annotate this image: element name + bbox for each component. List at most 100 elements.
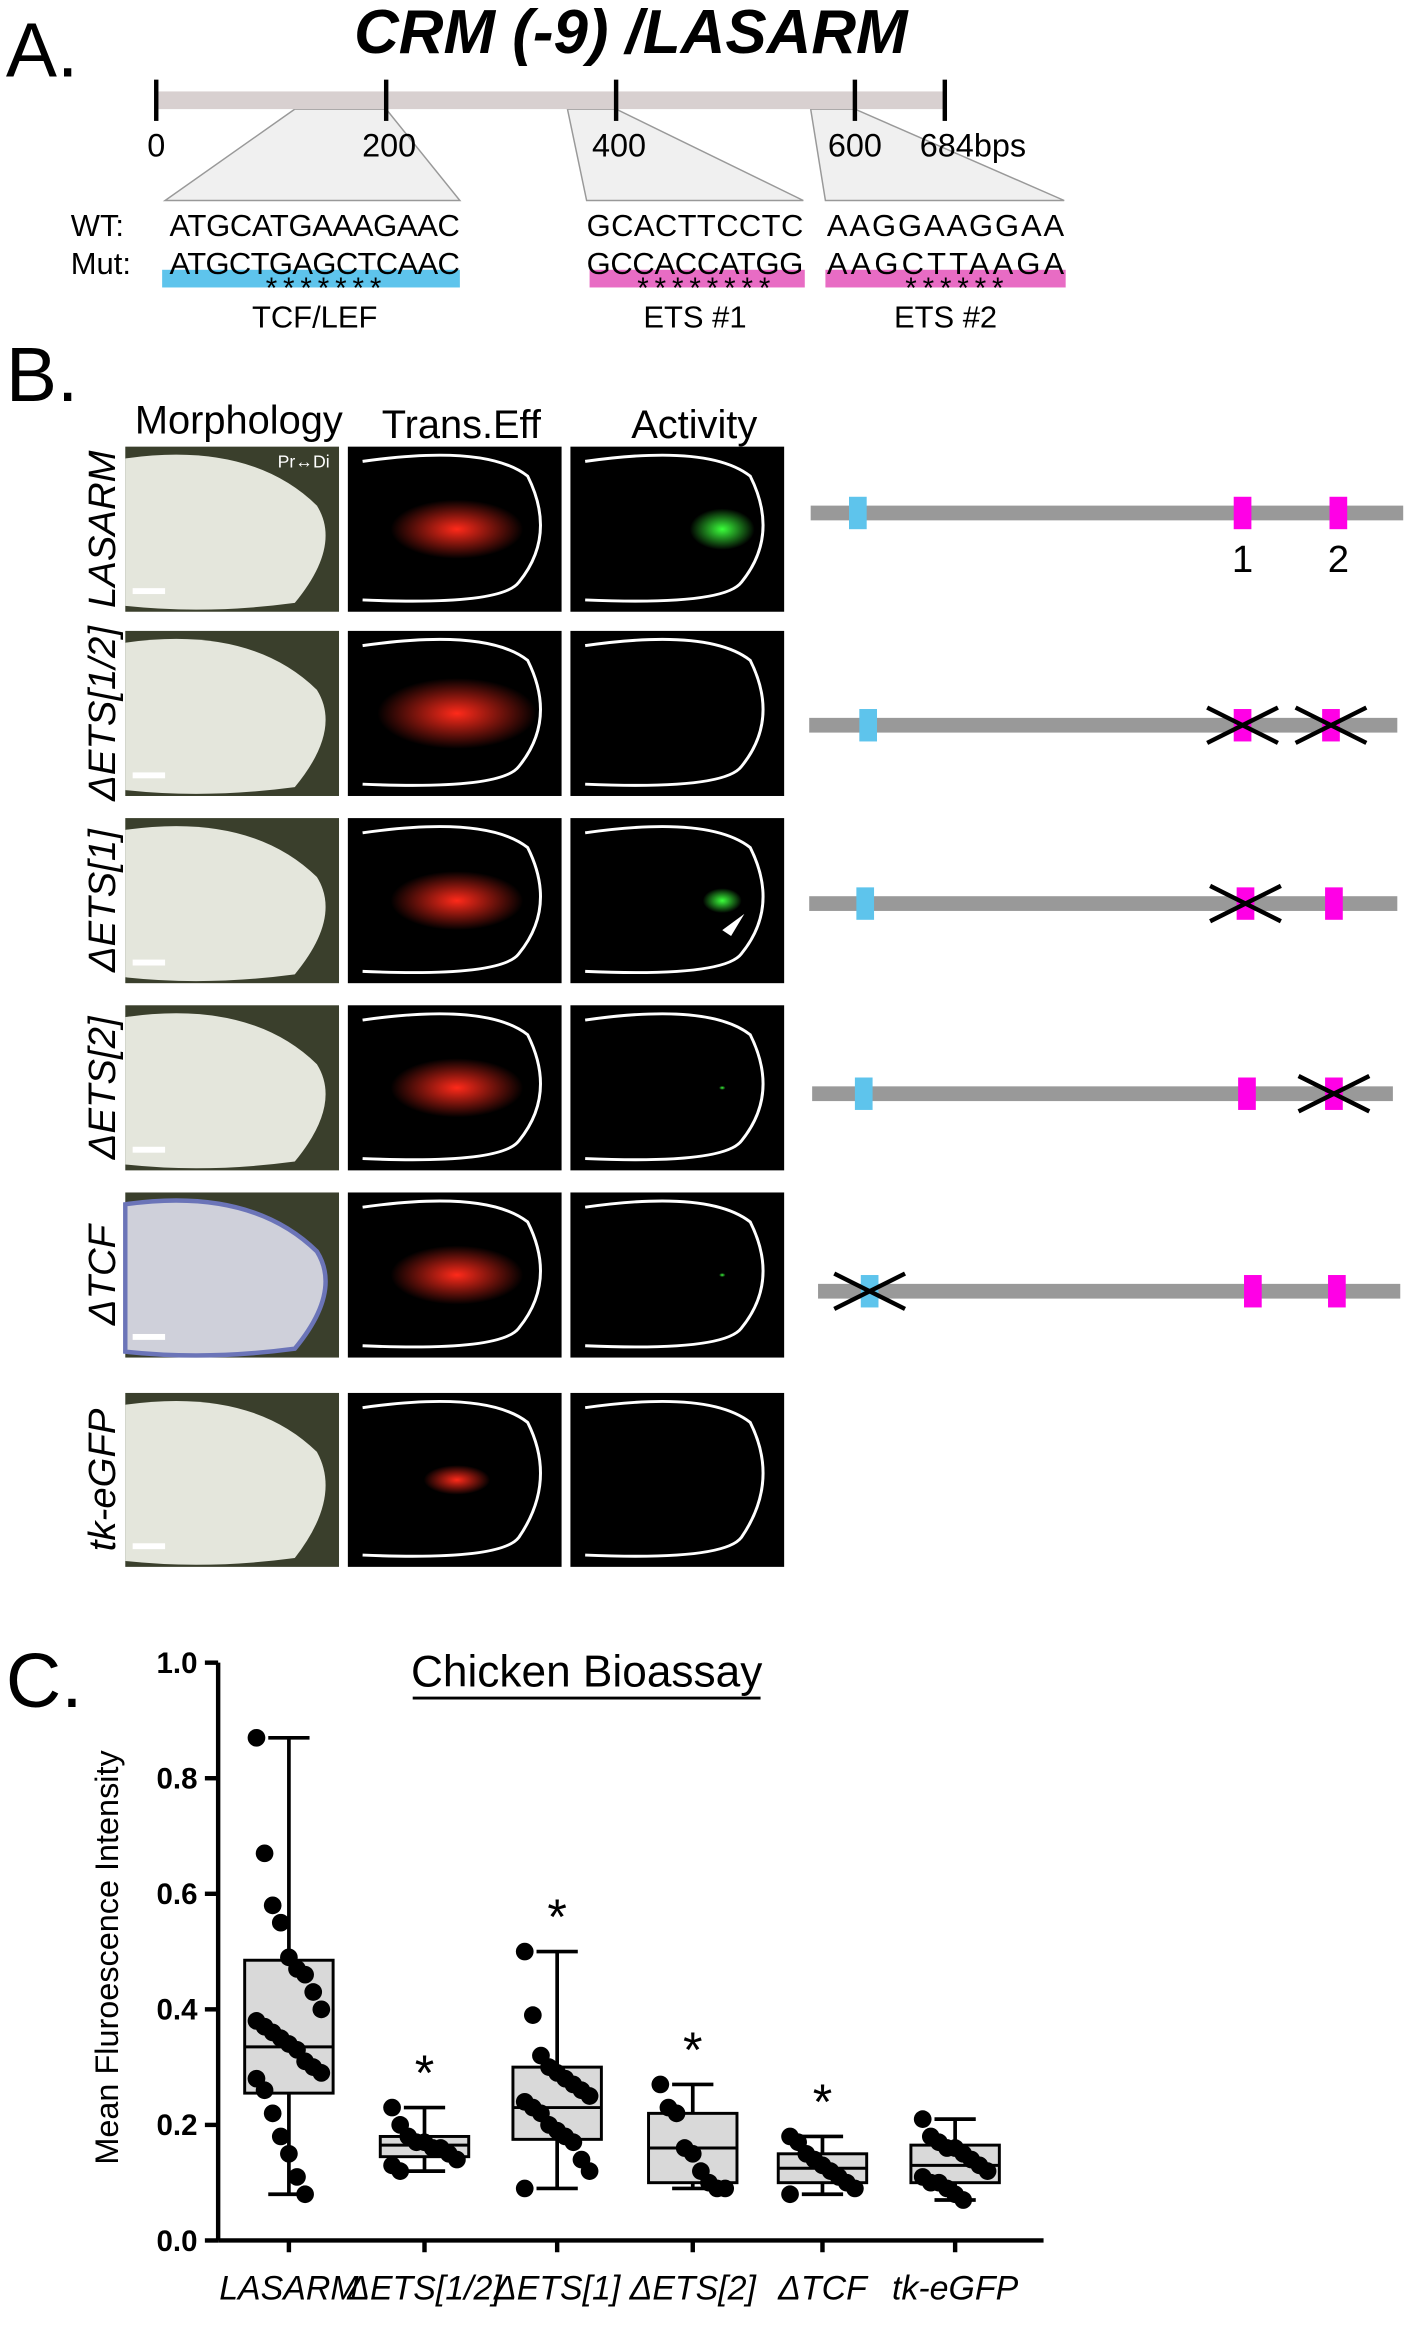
data-point bbox=[296, 2185, 314, 2204]
ruler-ticks bbox=[154, 79, 948, 121]
wt-sequence: ATGCATGAAAGAAC bbox=[170, 208, 460, 243]
data-point bbox=[580, 2087, 599, 2105]
data-point bbox=[263, 1896, 282, 1915]
site-number: 2 bbox=[1328, 538, 1349, 581]
mut-sequence: GCCACCATGG bbox=[587, 246, 804, 281]
construct-bar bbox=[810, 505, 1404, 521]
embryo bbox=[123, 1198, 328, 1358]
green-signal bbox=[702, 888, 742, 914]
outline bbox=[584, 1012, 765, 1162]
data-point bbox=[781, 2185, 799, 2204]
construct-bar bbox=[809, 896, 1398, 911]
column-header: Activity bbox=[631, 403, 757, 447]
tcf-site bbox=[849, 496, 867, 530]
site-number: 1 bbox=[1232, 538, 1253, 581]
arrowhead bbox=[722, 913, 745, 937]
embryo bbox=[125, 454, 326, 610]
site-name: TCF/LEF bbox=[252, 299, 377, 334]
mutation-stars: ******** bbox=[637, 272, 776, 305]
activity-image bbox=[570, 1005, 785, 1171]
ets-site bbox=[1233, 496, 1252, 530]
data-point bbox=[271, 1913, 290, 1932]
data-point bbox=[667, 2104, 686, 2123]
ruler-label: 400 bbox=[592, 127, 646, 163]
y-tick-label: 0.6 bbox=[157, 1878, 198, 1911]
data-point bbox=[263, 2104, 282, 2123]
mut-sequence: ATGCTGAGCTCAAC bbox=[170, 246, 460, 281]
outline bbox=[362, 825, 542, 975]
panel-label: A. bbox=[6, 9, 78, 94]
x-tick-label: ΔETS[2] bbox=[629, 2269, 758, 2307]
data-point bbox=[564, 2133, 583, 2152]
y-tick-label: 0.8 bbox=[157, 1763, 198, 1796]
data-point bbox=[978, 2162, 997, 2180]
mutation-stars: ******* bbox=[266, 272, 388, 305]
construct-bar bbox=[809, 717, 1398, 733]
deletion-cross bbox=[833, 1271, 906, 1311]
row-label: WT: bbox=[71, 208, 124, 243]
wt-sequence: AAGGAAGGAA bbox=[827, 208, 1065, 243]
data-point bbox=[312, 2000, 331, 2019]
data-point bbox=[515, 2179, 534, 2198]
data-point bbox=[288, 2168, 306, 2186]
mutation-stars: ****** bbox=[905, 272, 1009, 305]
embryo bbox=[125, 638, 326, 794]
x-tick-label: ΔETS[1/2] bbox=[346, 2269, 503, 2307]
scale-bar bbox=[132, 959, 166, 966]
scale-bar bbox=[132, 588, 166, 595]
data-point bbox=[271, 2127, 290, 2146]
data-point bbox=[383, 2098, 401, 2117]
data-point bbox=[523, 2006, 542, 2024]
row-label: Mut: bbox=[71, 246, 131, 281]
column-header: Morphology bbox=[135, 398, 343, 442]
y-tick-label: 0.0 bbox=[157, 2225, 198, 2258]
ets-site bbox=[1238, 1077, 1256, 1110]
red-signal bbox=[390, 1058, 524, 1118]
data-point bbox=[312, 2064, 331, 2082]
ets-site bbox=[1325, 887, 1343, 920]
ruler bbox=[156, 91, 945, 110]
site-bar bbox=[162, 269, 460, 288]
ruler-label: 684bps bbox=[920, 127, 1026, 163]
outline bbox=[584, 637, 765, 787]
data-point bbox=[913, 2110, 932, 2128]
row-label: ΔETS[1/2] bbox=[81, 625, 124, 802]
data-point bbox=[255, 2081, 274, 2100]
site-name: ETS #1 bbox=[643, 299, 746, 334]
significance-label: * bbox=[547, 1889, 567, 1945]
site-bar bbox=[589, 269, 805, 288]
data-point bbox=[304, 1983, 323, 2001]
red-signal bbox=[377, 678, 537, 749]
red-signal bbox=[390, 1245, 524, 1305]
data-point bbox=[247, 1728, 266, 1747]
data-point bbox=[255, 1844, 274, 1863]
deletion-cross bbox=[1297, 1074, 1371, 1114]
green-signal bbox=[689, 508, 755, 550]
red-signal bbox=[390, 871, 524, 931]
data-point bbox=[954, 2191, 973, 2209]
panel-label: C. bbox=[6, 1639, 83, 1724]
mut-sequence: AAGCTTAAGA bbox=[827, 246, 1065, 281]
outline bbox=[584, 1199, 765, 1349]
construct-bar bbox=[812, 1086, 1393, 1102]
wt-sequence: GCACTTCCTC bbox=[587, 208, 804, 243]
activity-image bbox=[570, 630, 785, 796]
zoom-wedges bbox=[162, 108, 1065, 202]
scale-bar bbox=[132, 1146, 166, 1153]
green-signal bbox=[718, 1085, 726, 1090]
outline bbox=[362, 1012, 542, 1162]
data-point bbox=[716, 2179, 735, 2198]
scale-bar bbox=[132, 1543, 166, 1550]
data-point bbox=[391, 2162, 410, 2180]
x-tick-label: tk-eGFP bbox=[892, 2269, 1019, 2307]
ets-site bbox=[1329, 496, 1348, 530]
ruler-labels: 0 200 400 600 684bps bbox=[147, 127, 1026, 163]
row-label: LASARM bbox=[81, 450, 124, 608]
panel-title: CRM (-9) /LASARM bbox=[354, 0, 909, 67]
significance-label: * bbox=[415, 2045, 435, 2101]
ets-site bbox=[1328, 1275, 1346, 1308]
data-point bbox=[448, 2150, 466, 2169]
x-tick-label: LASARM bbox=[219, 2269, 359, 2307]
outline bbox=[584, 1399, 765, 1558]
tcf-site bbox=[859, 709, 878, 742]
